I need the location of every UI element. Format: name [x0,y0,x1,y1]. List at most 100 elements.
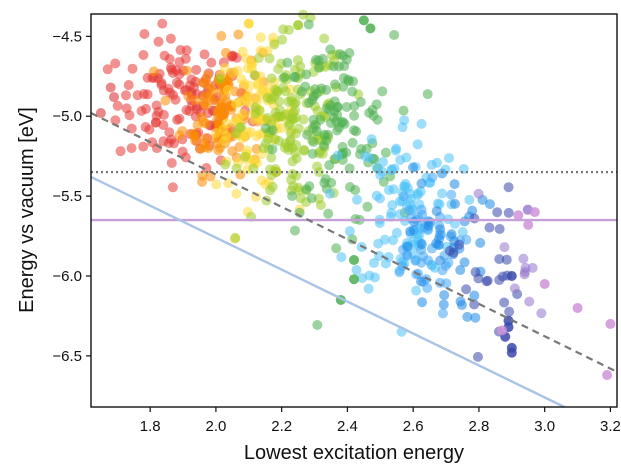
data-point [449,198,460,209]
data-point [313,62,324,73]
data-point [432,198,443,209]
data-point [219,135,230,146]
data-point [271,112,282,123]
data-point [266,152,277,163]
data-point [191,103,202,114]
data-point [211,127,222,138]
data-point [220,47,231,58]
data-point [110,115,121,126]
data-point [262,45,273,56]
data-point [472,351,483,362]
data-point [437,188,448,199]
reference-lines [90,112,618,409]
x-axis-ticks: 1.8 2.0 2.2 2.4 2.6 2.8 3.0 3.2 [140,407,621,435]
data-point [338,81,349,92]
data-point [332,150,343,161]
data-point [443,153,454,164]
data-point [494,254,505,265]
data-point [147,137,158,148]
data-point [352,194,363,205]
data-point [347,86,358,97]
data-point [499,242,510,253]
data-point [299,145,310,156]
data-point [105,82,116,93]
data-point [220,159,231,170]
data-point [324,160,335,171]
data-point [377,156,388,167]
data-point [216,31,227,42]
data-point [435,224,446,235]
data-point [386,207,397,218]
data-point [223,178,234,189]
data-point [416,118,427,129]
data-point [399,115,410,126]
data-point [351,126,362,137]
data-point [349,110,360,121]
x-tick-label: 3.2 [600,418,621,435]
data-point [239,78,250,89]
data-point [467,205,478,216]
data-point [371,190,382,201]
data-point [469,213,480,224]
data-point [200,133,211,144]
x-tick-label: 2.4 [337,418,358,435]
data-point [411,269,422,280]
data-point [475,237,486,248]
data-point [365,23,376,34]
data-point [404,205,415,216]
data-point [496,325,507,336]
data-point [231,188,242,199]
data-point [253,53,264,64]
data-point [344,163,355,174]
data-point [388,184,399,195]
data-point [195,143,206,154]
dashed-trend-line [90,112,618,373]
data-point [405,226,416,237]
data-point [290,147,301,158]
data-point [253,78,264,89]
data-point [409,217,420,228]
data-point [301,184,312,195]
data-point [286,174,297,185]
data-point [234,141,245,152]
data-point [174,79,185,90]
data-point [183,91,194,102]
data-point [302,129,313,140]
data-point [602,370,613,381]
data-point [317,53,328,64]
data-point [269,39,280,50]
data-point [446,189,457,200]
data-point [273,64,284,75]
data-point [427,172,438,183]
data-point [387,200,398,211]
data-point [311,126,322,137]
data-point [464,194,475,205]
data-point [138,49,149,60]
y-tick-label: −5.5 [52,188,82,205]
data-point [213,145,224,156]
data-point [278,24,289,35]
data-point [180,152,191,163]
data-point [148,66,159,77]
data-point [293,20,304,31]
data-point [169,138,180,149]
data-point [509,283,520,294]
data-point [441,278,452,289]
data-point [110,58,121,69]
data-point [372,114,383,125]
data-point [363,283,374,294]
data-point [249,70,260,81]
data-point [121,103,132,114]
data-point [336,252,347,263]
data-point [191,64,202,75]
data-point [201,162,212,173]
data-point [254,90,265,101]
data-point [307,148,318,159]
data-point [284,118,295,129]
data-point [499,297,510,308]
data-point [222,84,233,95]
data-point [230,232,241,243]
data-point [140,122,151,133]
